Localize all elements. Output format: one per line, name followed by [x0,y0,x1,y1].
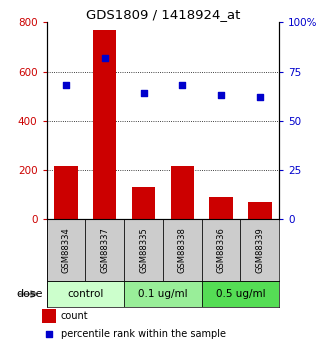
Bar [47,219,85,281]
Bar [124,219,163,281]
Bar [93,30,116,219]
Bar [54,166,78,219]
Point [180,82,185,88]
Bar [209,197,233,219]
Text: GSM88338: GSM88338 [178,227,187,273]
Point [257,95,263,100]
Text: dose: dose [17,289,43,299]
Bar [132,187,155,219]
Bar [42,309,56,323]
Text: 0.1 ug/ml: 0.1 ug/ml [138,289,188,299]
Text: 0.5 ug/ml: 0.5 ug/ml [216,289,265,299]
Text: GSM88336: GSM88336 [217,227,226,273]
Point [141,90,146,96]
Point [63,82,68,88]
Text: percentile rank within the sample: percentile rank within the sample [61,329,226,339]
Bar [85,219,124,281]
Point [46,331,51,337]
Bar [171,166,194,219]
Title: GDS1809 / 1418924_at: GDS1809 / 1418924_at [86,8,240,21]
Bar [47,281,124,307]
Bar [124,281,202,307]
Bar [240,219,279,281]
Text: GSM88335: GSM88335 [139,227,148,273]
Bar [163,219,202,281]
Text: GSM88337: GSM88337 [100,227,109,273]
Bar [202,219,240,281]
Text: count: count [61,312,89,321]
Point [219,92,224,98]
Text: GSM88334: GSM88334 [61,227,70,273]
Text: control: control [67,289,103,299]
Text: GSM88339: GSM88339 [256,227,265,273]
Bar [202,281,279,307]
Bar [248,202,272,219]
Point [102,55,107,61]
